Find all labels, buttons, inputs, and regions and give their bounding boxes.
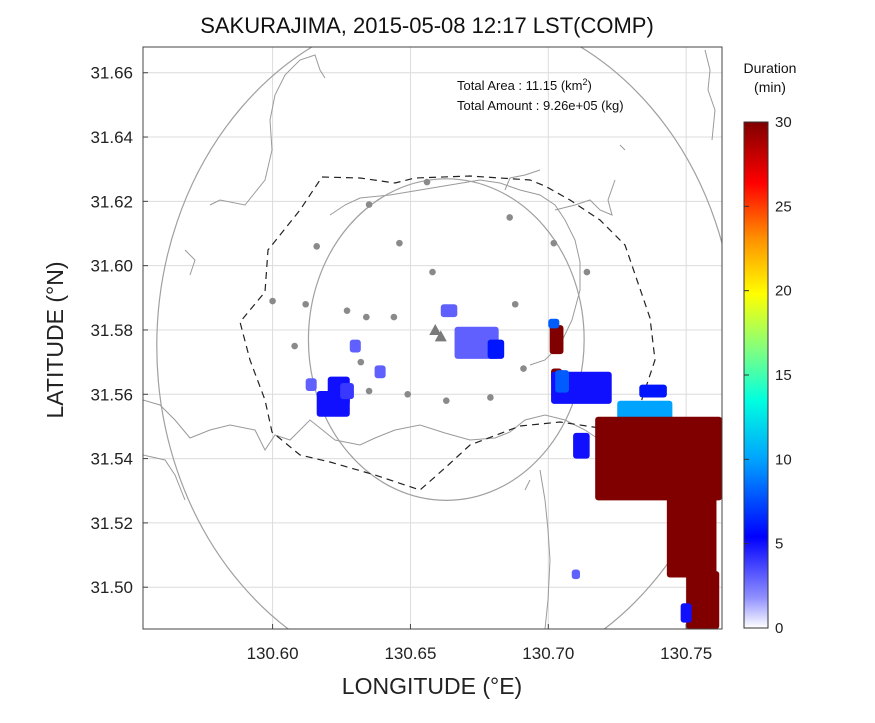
colorbar-tick-label: 15 — [775, 367, 792, 384]
chart-title: SAKURAJIMA, 2015-05-08 12:17 LST(COMP) — [200, 13, 654, 38]
x-axis-label: LONGITUDE (°E) — [342, 673, 522, 699]
station-dot — [506, 214, 513, 221]
ash-cell — [548, 318, 560, 329]
ash-cell — [680, 603, 692, 623]
y-tick-label: 31.58 — [90, 321, 133, 340]
volcano-vent-marker — [429, 323, 447, 342]
station-dot — [365, 387, 373, 395]
station-dot — [313, 243, 321, 250]
ash-cell — [666, 493, 717, 578]
y-axis-ticks: 31.50 31.52 31.54 31.56 31.58 31.60 31.62 31.64… — [90, 64, 148, 597]
colorbar-tick-label: 0 — [775, 620, 783, 637]
y-tick-label: 31.56 — [90, 385, 133, 404]
station-dot — [550, 239, 558, 247]
ash-cell — [305, 378, 317, 392]
coastline — [143, 49, 716, 629]
x-tick-label: 130.75 — [660, 644, 712, 663]
ash-cell — [686, 571, 720, 629]
plot-frame — [142, 46, 723, 630]
ash-cell — [555, 370, 569, 393]
station-dot — [520, 365, 527, 372]
ash-cell — [440, 304, 458, 318]
station-dot — [396, 239, 403, 247]
colorbar-title-line1: Duration — [744, 60, 797, 76]
colorbar-tick-label: 30 — [775, 114, 792, 131]
x-axis-ticks: 130.60 130.65 130.70 130.75 — [247, 624, 712, 663]
x-tick-label: 130.60 — [247, 644, 299, 663]
station-dot — [429, 268, 436, 276]
station-dot — [363, 313, 370, 321]
ash-cell — [349, 339, 361, 353]
colorbar-tick-label: 5 — [775, 536, 783, 553]
ash-cell — [374, 365, 386, 379]
plot-content — [143, 47, 722, 629]
colorbar-tick-label: 10 — [775, 451, 792, 468]
x-tick-label: 130.70 — [522, 644, 574, 663]
station-dot — [487, 394, 494, 401]
ash-cell — [340, 383, 354, 400]
ash-cell — [549, 325, 564, 355]
y-tick-label: 31.66 — [90, 64, 133, 83]
y-tick-label: 31.52 — [90, 514, 133, 533]
station-dot — [423, 178, 431, 186]
ash-cell — [573, 432, 590, 459]
range-ring — [307, 178, 585, 501]
range-rings — [156, 47, 722, 629]
station-dot — [365, 201, 373, 208]
station-dot — [390, 313, 398, 321]
station-dot — [343, 307, 351, 314]
colorbar-ticks: 0 5 10 15 20 25 30 — [744, 114, 792, 637]
total-area-annotation: Total Area : 11.15 (km2) — [457, 77, 592, 93]
ash-cell — [571, 569, 581, 580]
station-dot — [511, 300, 519, 308]
station-dot — [442, 397, 450, 405]
vent-triangle — [429, 323, 442, 335]
ash-cell — [487, 339, 505, 359]
total-amount-annotation: Total Amount : 9.26e+05 (kg) — [457, 98, 624, 113]
y-tick-label: 31.60 — [90, 257, 133, 276]
y-tick-label: 31.50 — [90, 578, 133, 597]
y-axis-label: LATITUDE (°N) — [42, 262, 68, 419]
y-tick-label: 31.62 — [90, 192, 133, 211]
range-ring — [156, 47, 722, 629]
colorbar-tick-label: 25 — [775, 198, 792, 215]
station-dot — [291, 342, 298, 350]
y-tick-label: 31.64 — [90, 128, 133, 147]
station-dot — [404, 390, 411, 398]
station-dot — [583, 268, 591, 276]
colorbar-tick-label: 20 — [775, 283, 792, 300]
station-markers — [269, 178, 591, 405]
y-tick-label: 31.54 — [90, 450, 133, 469]
station-dot — [357, 358, 365, 366]
ash-cell — [595, 416, 722, 501]
vent-triangle — [434, 330, 447, 342]
ash-cell — [639, 384, 667, 398]
station-dot — [269, 297, 276, 305]
x-tick-label: 130.65 — [384, 644, 436, 663]
ash-duration-cells — [305, 304, 722, 629]
grid-lines — [143, 47, 722, 629]
station-dot — [302, 300, 309, 308]
colorbar-title-line2: (min) — [754, 79, 786, 95]
ash-cell — [617, 400, 673, 420]
observation-boundary — [239, 175, 656, 491]
